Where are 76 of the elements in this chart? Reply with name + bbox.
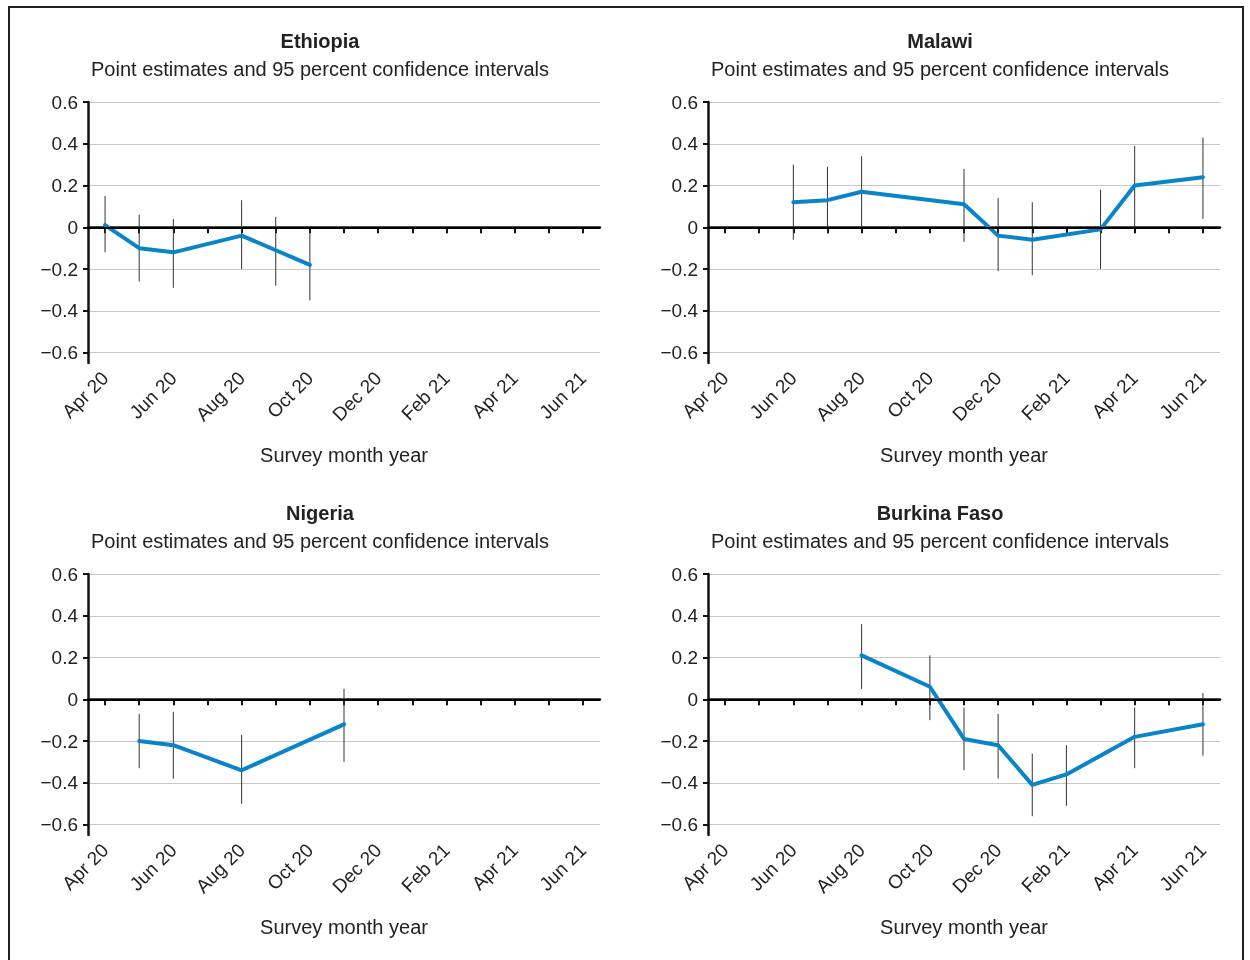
- line-series: [859, 653, 1205, 787]
- x-tick-label: Dec 20: [328, 367, 386, 425]
- y-tick-label: −0.6: [40, 814, 78, 836]
- y-tick-label: −0.6: [660, 814, 698, 836]
- x-tick-label: Aug 20: [811, 839, 870, 897]
- x-axis-title: Survey month year: [880, 444, 1049, 466]
- line-series: [103, 223, 312, 267]
- chart-title: Malawi: [907, 30, 973, 52]
- y-tick-label: −0.4: [660, 300, 699, 322]
- y-tick-label: 0.6: [51, 91, 78, 113]
- x-axis-title: Survey month year: [260, 444, 429, 466]
- x-tick-label: Oct 20: [882, 839, 938, 894]
- x-tick-label: Jun 20: [745, 839, 801, 895]
- x-axis-title: Survey month year: [260, 916, 429, 938]
- x-tick-label: Jun 21: [535, 367, 591, 423]
- x-tick-label: Jun 21: [1155, 839, 1211, 895]
- y-tick-label: −0.2: [660, 730, 698, 752]
- x-tick-label: Jun 20: [125, 839, 181, 895]
- line-series: [791, 175, 1205, 242]
- line-series: [137, 722, 346, 773]
- y-tick-label: 0.6: [671, 91, 698, 113]
- x-tick-label: Jun 21: [535, 839, 591, 895]
- chart-title: Burkina Faso: [876, 502, 1004, 524]
- x-tick-label: Oct 20: [262, 839, 318, 894]
- x-tick-label: Feb 21: [397, 839, 454, 897]
- y-tick-label: −0.4: [40, 772, 79, 794]
- x-tick-label: Jun 20: [125, 367, 181, 423]
- chart-subtitle: Point estimates and 95 percent confidence intervals: [90, 530, 550, 552]
- chart-subtitle: Point estimates and 95 percent confidence intervals: [710, 58, 1170, 80]
- x-tick-label: Jun 20: [745, 367, 801, 423]
- chart-subtitle: Point estimates and 95 percent confidence intervals: [90, 58, 550, 80]
- y-tick-label: 0.4: [671, 133, 699, 155]
- y-tick-label: 0.6: [51, 563, 78, 585]
- y-tick-label: 0.2: [51, 647, 78, 669]
- x-tick-label: Aug 20: [811, 367, 870, 425]
- y-tick-label: −0.4: [660, 772, 699, 794]
- y-tick-label: −0.2: [40, 258, 78, 280]
- y-tick-label: 0.4: [51, 605, 79, 627]
- y-tick-label: 0: [67, 216, 78, 238]
- x-tick-label: Feb 21: [397, 367, 454, 425]
- x-tick-label: Feb 21: [1017, 839, 1074, 897]
- x-tick-label: Apr 21: [467, 367, 523, 422]
- x-tick-label: Aug 20: [191, 367, 250, 425]
- x-tick-label: Dec 20: [948, 839, 1006, 897]
- chart-title: Ethiopia: [280, 30, 361, 52]
- x-tick-label: Apr 21: [1087, 367, 1143, 422]
- x-tick-label: Oct 20: [262, 367, 318, 422]
- x-tick-label: Apr 20: [678, 839, 733, 894]
- y-tick-label: −0.2: [40, 730, 78, 752]
- x-tick-label: Aug 20: [191, 839, 250, 897]
- x-tick-label: Apr 20: [58, 839, 113, 894]
- x-tick-label: Dec 20: [328, 839, 386, 897]
- x-axis-title: Survey month year: [880, 916, 1049, 938]
- x-tick-label: Apr 21: [467, 839, 523, 894]
- y-tick-label: −0.2: [660, 258, 698, 280]
- x-tick-label: Jun 21: [1155, 367, 1211, 423]
- y-tick-label: 0.2: [671, 647, 698, 669]
- x-tick-label: Dec 20: [948, 367, 1006, 425]
- y-tick-label: −0.6: [40, 342, 78, 364]
- y-tick-label: 0.4: [51, 133, 79, 155]
- y-tick-label: −0.4: [40, 300, 79, 322]
- y-tick-label: 0.2: [51, 175, 78, 197]
- x-tick-label: Apr 21: [1087, 839, 1143, 894]
- x-tick-label: Apr 20: [58, 367, 113, 422]
- y-tick-label: 0.4: [671, 605, 699, 627]
- y-tick-label: 0: [687, 688, 698, 710]
- x-tick-label: Feb 21: [1017, 367, 1074, 425]
- y-tick-label: 0: [67, 688, 78, 710]
- chart-subtitle: Point estimates and 95 percent confidence intervals: [710, 530, 1170, 552]
- y-tick-label: 0: [687, 216, 698, 238]
- y-tick-label: 0.2: [671, 175, 698, 197]
- x-tick-label: Oct 20: [882, 367, 938, 422]
- chart-title: Nigeria: [286, 502, 355, 524]
- y-tick-label: −0.6: [660, 342, 698, 364]
- y-tick-label: 0.6: [671, 563, 698, 585]
- x-tick-label: Apr 20: [678, 367, 733, 422]
